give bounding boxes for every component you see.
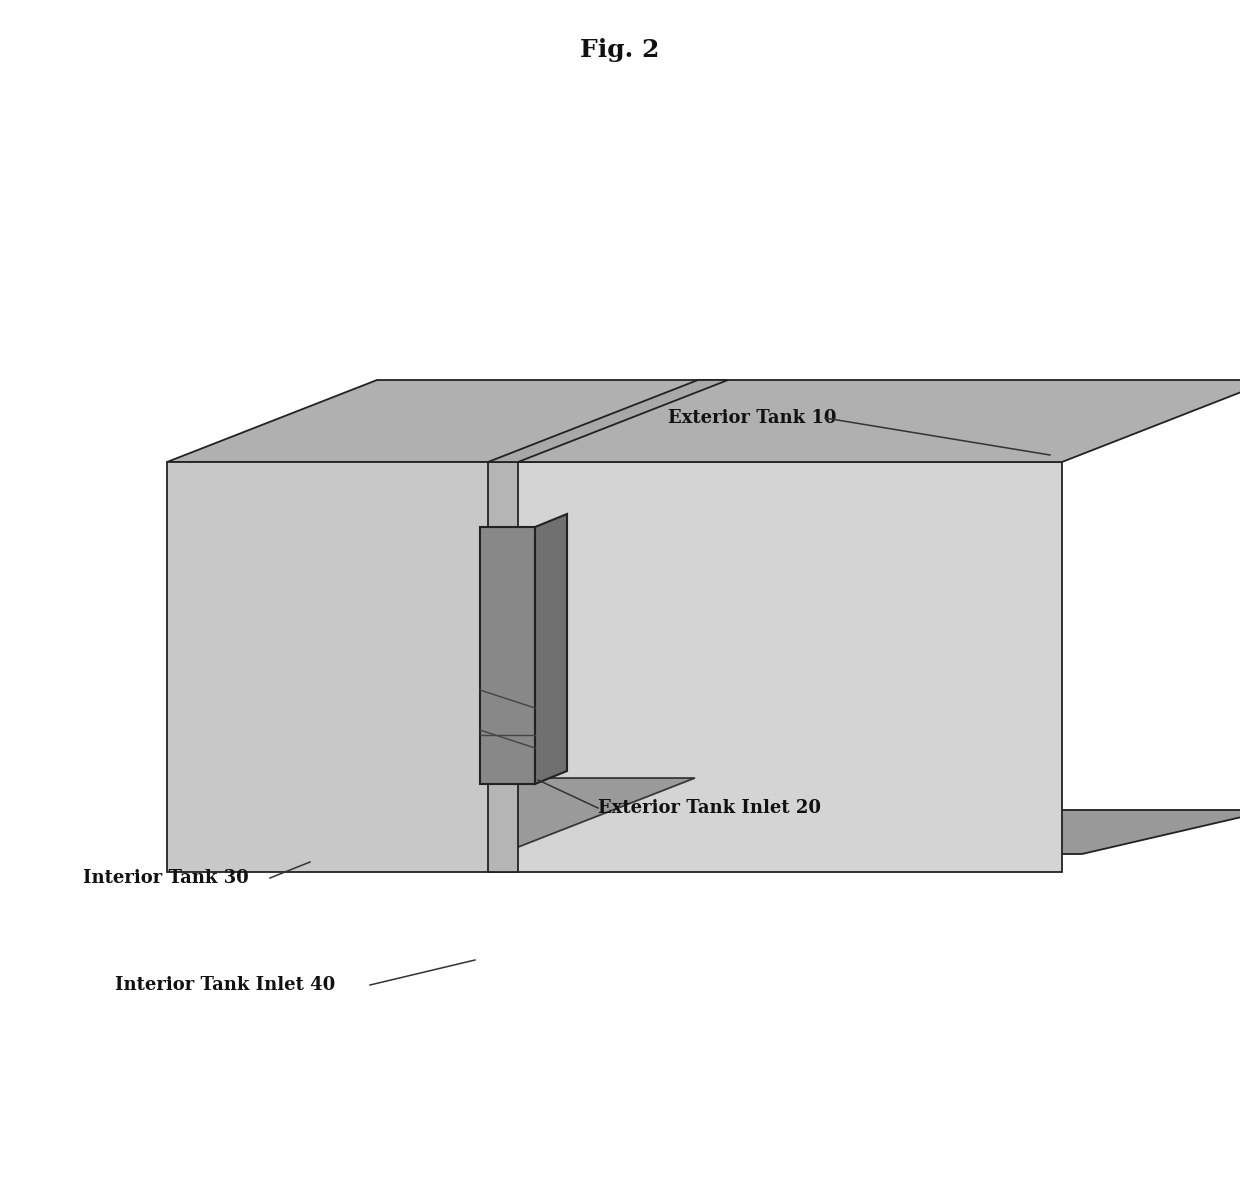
Polygon shape	[489, 380, 728, 462]
Text: Exterior Tank 10: Exterior Tank 10	[668, 409, 837, 427]
Polygon shape	[167, 380, 701, 462]
Polygon shape	[490, 462, 1061, 872]
Polygon shape	[490, 380, 1240, 462]
Polygon shape	[489, 462, 518, 872]
Polygon shape	[510, 811, 1240, 854]
Polygon shape	[187, 811, 701, 854]
Text: Interior Tank Inlet 40: Interior Tank Inlet 40	[115, 976, 335, 994]
Polygon shape	[167, 462, 490, 872]
Polygon shape	[480, 528, 534, 784]
Text: Fig. 2: Fig. 2	[580, 38, 660, 62]
Text: Interior Tank 30: Interior Tank 30	[83, 869, 249, 887]
Polygon shape	[175, 778, 694, 860]
Polygon shape	[534, 514, 567, 784]
Text: Exterior Tank Inlet 20: Exterior Tank Inlet 20	[598, 799, 821, 817]
